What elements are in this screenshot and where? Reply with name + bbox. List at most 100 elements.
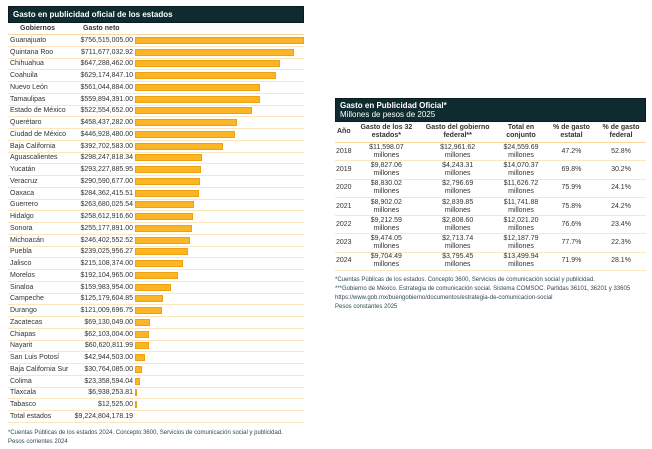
value-label: $629,174,847.10 [80, 72, 133, 80]
bar-track [135, 213, 304, 221]
bar-row: Baja California $392,702,583.00 [8, 141, 304, 153]
bar [135, 318, 151, 326]
amount: $8,830.02 [370, 180, 402, 188]
value-label: $522,554,652.00 [80, 107, 133, 115]
unit: millones [444, 206, 471, 214]
value-label: $42,944,503.00 [84, 354, 133, 362]
state-name: Durango [10, 307, 37, 315]
amount: $11,598.07 [369, 143, 404, 151]
table-cell: $11,741.88 millones [495, 197, 547, 217]
table-cell: 24.1% [596, 179, 646, 198]
table-cell: 2020 [335, 179, 353, 198]
bar [135, 377, 141, 385]
value-label: $23,358,594.04 [84, 377, 133, 385]
bar [135, 236, 191, 244]
bar [135, 224, 192, 232]
unit: millones [373, 224, 400, 232]
value-label: $756,515,005.00 [80, 36, 133, 44]
table-cell: 77.7% [546, 233, 597, 253]
bar-row: Puebla $239,025,956.27 [8, 247, 304, 259]
value-label: $246,402,552.52 [80, 236, 133, 244]
table-row: 2024 $9,704.49 millones $3,795.45 millones $1… [335, 252, 646, 272]
unit: millones [444, 151, 471, 159]
table-cell: $13,499.94 millones [495, 252, 547, 272]
unit: millones [373, 188, 400, 196]
bar-track [135, 177, 304, 185]
bar-row: Michoacán $246,402,552.52 [8, 235, 304, 247]
bar-track [135, 83, 304, 91]
table-row: 2022 $9,212.59 millones $2,808.60 millones $1… [335, 215, 646, 235]
value-label: $711,677,032.92 [80, 48, 133, 56]
bar-row: Yucatán $293,227,885.95 [8, 164, 304, 176]
state-name: Tamaulipas [10, 95, 46, 103]
table-row: 2023 $9,474.05 millones $2,713.74 millones $1… [335, 233, 646, 253]
bar-track [135, 342, 304, 350]
value-label: $647,288,462.00 [80, 60, 133, 68]
footnote: *Cuentas Públicas de los estados. Concep… [335, 277, 595, 284]
bar [135, 307, 163, 315]
bar-track [135, 377, 304, 385]
table-cell: $11,598.07 millones [352, 142, 421, 162]
state-name: Veracruz [10, 177, 38, 185]
state-name: Zacatecas [10, 318, 43, 326]
bar-track [135, 330, 304, 338]
bar [135, 166, 201, 174]
table-cell: $12,187.79 millones [495, 233, 547, 253]
bar-track [135, 166, 304, 174]
bar-row: Baja California Sur $30,764,085.00 [8, 364, 304, 376]
bar-track [135, 224, 304, 232]
bar-track [135, 119, 304, 127]
amount: $12,961.62 [440, 143, 476, 151]
state-name: Aguascalientes [10, 154, 58, 162]
column-header: Año [335, 122, 353, 143]
table-cell: 71.9% [546, 252, 597, 272]
unit: millones [373, 243, 400, 251]
table-cell: $8,902.02 millones [352, 197, 421, 217]
column-header: Total en conjunto [495, 122, 547, 143]
table-cell: $9,212.59 millones [352, 215, 421, 235]
value-label: $62,103,004.00 [84, 330, 133, 338]
unit: millones [508, 243, 534, 251]
value-label: $125,179,604.85 [80, 295, 133, 303]
bar-track [135, 72, 304, 80]
table-cell: 28.1% [596, 252, 646, 272]
unit: millones [508, 151, 534, 159]
state-name: Tabasco [10, 401, 37, 409]
table-cell: 22.3% [596, 233, 646, 253]
value-label: $284,362,415.51 [80, 189, 133, 197]
bar-track [135, 154, 304, 162]
value-label: $239,025,956.27 [80, 248, 133, 256]
bar [135, 130, 235, 138]
table-cell: $9,704.49 millones [352, 252, 421, 272]
bar-track [135, 236, 304, 244]
bar-track [135, 130, 304, 138]
bar-track [135, 401, 304, 409]
unit: millones [373, 169, 400, 177]
amount: $11,741.88 [503, 198, 539, 206]
value-label: $6,938,253.81 [88, 389, 133, 397]
table-cell: $2,839.85 millones [420, 197, 496, 217]
bar-row: Nuevo León $561,044,884.00 [8, 82, 304, 94]
footnote: ***Gobierno de México. Estrategia de com… [335, 286, 631, 302]
panel-header: Gasto en Publicidad Oficial* Millones de… [335, 98, 646, 122]
state-name: Morelos [10, 271, 35, 279]
state-name: Chiapas [10, 330, 36, 338]
bar-row: Ciudad de México $446,928,480.00 [8, 129, 304, 141]
table-row: 2019 $9,827.06 millones $4,243.31 millones $1… [335, 160, 646, 180]
unit: millones [373, 151, 400, 159]
table-row: 2020 $8,830.02 millones $2,796.69 millones $1… [335, 179, 646, 198]
unit: millones [508, 188, 534, 196]
bar-row: Chihuahua $647,288,462.00 [8, 59, 304, 71]
bar [135, 189, 199, 197]
bar-row: Quintana Roo $711,677,032.92 [8, 47, 304, 59]
amount: $9,704.49 [370, 253, 402, 261]
bar [135, 283, 171, 291]
state-name: Chihuahua [10, 60, 44, 68]
unit: millones [508, 206, 534, 214]
bar-row: Tamaulipas $559,894,391.00 [8, 94, 304, 106]
amount: $3,795.45 [442, 253, 474, 261]
bar [135, 330, 149, 338]
unit: millones [444, 188, 471, 196]
value-label: $298,247,818.34 [80, 154, 133, 162]
bar [135, 389, 137, 397]
